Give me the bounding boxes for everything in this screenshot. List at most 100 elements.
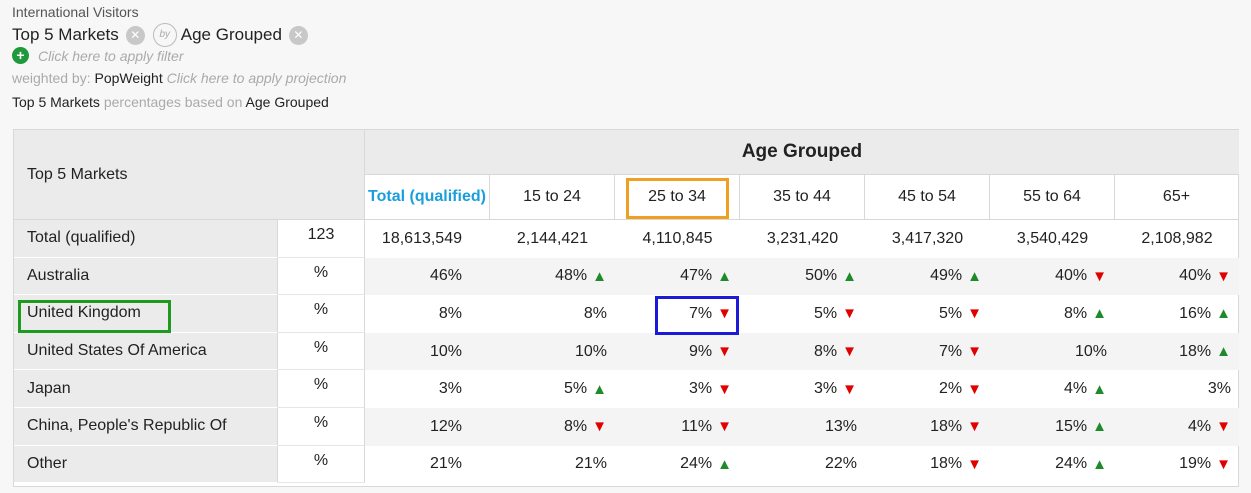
table-cell[interactable]: 19% ▼ — [1115, 446, 1239, 484]
filter-row[interactable]: + Click here to apply filter — [12, 47, 184, 64]
close-icon[interactable]: ✕ — [288, 25, 308, 45]
arrow-up-icon: ▲ — [717, 455, 732, 473]
table-cell[interactable]: 21% — [365, 446, 490, 484]
weight-value[interactable]: PopWeight — [94, 70, 163, 86]
table-cell[interactable]: 8% — [365, 295, 490, 333]
table-cell[interactable]: 40% ▼ — [990, 257, 1115, 296]
cell-value: 22% — [824, 455, 857, 473]
table-cell[interactable]: 3,417,320 — [865, 220, 990, 258]
table-cell[interactable]: 3,231,420 — [740, 220, 865, 258]
cell-value: 15% — [1055, 417, 1088, 435]
cell-value: 4% — [1064, 380, 1088, 398]
table-cell[interactable]: 47% ▲ — [615, 257, 740, 296]
table-cell[interactable]: 49% ▲ — [865, 257, 990, 296]
table-cell[interactable]: 8% ▼ — [490, 408, 615, 446]
weighting-row: weighted by: PopWeight Click here to app… — [12, 70, 346, 86]
column-header[interactable]: 35 to 44 — [740, 175, 865, 220]
cell-value: 5% — [939, 304, 963, 322]
table-cell[interactable]: 8% ▼ — [740, 332, 865, 371]
arrow-down-icon: ▼ — [1216, 455, 1231, 473]
table-cell[interactable]: 46% — [365, 257, 490, 296]
table-cell[interactable]: 50% ▲ — [740, 257, 865, 296]
filter-hint[interactable]: Click here to apply filter — [38, 47, 184, 64]
table-cell[interactable]: 7% ▼ — [865, 332, 990, 371]
arrow-up-icon: ▲ — [1092, 455, 1107, 473]
by-swap-icon[interactable]: by — [152, 23, 177, 47]
table-cell[interactable]: 3% — [1115, 370, 1239, 408]
table-cell[interactable]: 24% ▲ — [990, 446, 1115, 484]
row-label[interactable]: Australia — [14, 257, 278, 296]
row-label[interactable]: Japan — [14, 370, 278, 408]
table-cell[interactable]: 15% ▲ — [990, 408, 1115, 446]
column-header[interactable]: 55 to 64 — [990, 175, 1115, 220]
cols-variable[interactable]: Age Grouped — [180, 25, 282, 44]
table-cell[interactable]: 10% — [490, 332, 615, 371]
table-cell[interactable]: 3,540,429 — [990, 220, 1115, 258]
weight-label: weighted by: — [12, 70, 91, 86]
table-cell[interactable]: 11% ▼ — [615, 408, 740, 446]
row-unit: 123 — [278, 220, 365, 258]
table-cell[interactable]: 5% ▼ — [740, 295, 865, 333]
add-filter-icon[interactable]: + — [12, 47, 29, 64]
cell-value: 10% — [574, 342, 607, 360]
cell-value: 13% — [824, 417, 857, 435]
cell-value: 8% — [564, 417, 588, 435]
table-cell[interactable]: 4% ▲ — [990, 370, 1115, 408]
table-cell[interactable]: 10% — [990, 332, 1115, 371]
cell-value: 7% — [939, 342, 963, 360]
table-cell[interactable]: 40% ▼ — [1115, 257, 1239, 296]
arrow-up-icon: ▲ — [1216, 305, 1231, 323]
cell-value: 8% — [814, 342, 838, 360]
table-cell[interactable]: 2% ▼ — [865, 370, 990, 408]
column-group-header[interactable]: Age Grouped — [365, 130, 1239, 175]
arrow-down-icon: ▼ — [842, 343, 857, 361]
arrow-down-icon: ▼ — [967, 418, 982, 436]
row-label[interactable]: China, People's Republic Of — [14, 408, 278, 446]
table-cell[interactable]: 18% ▼ — [865, 446, 990, 484]
table-cell[interactable]: 2,144,421 — [490, 220, 615, 258]
cell-value: 8% — [1064, 304, 1088, 322]
table-cell[interactable]: 4% ▼ — [1115, 408, 1239, 446]
column-header[interactable]: 15 to 24 — [490, 175, 615, 220]
cell-value: 18% — [930, 455, 963, 473]
table-cell[interactable]: 48% ▲ — [490, 257, 615, 296]
table-cell[interactable]: 3% ▼ — [740, 370, 865, 408]
table-cell[interactable]: 16% ▲ — [1115, 295, 1239, 333]
table-cell[interactable]: 22% — [740, 446, 865, 484]
table-cell[interactable]: 2,108,982 — [1115, 220, 1239, 258]
row-label[interactable]: Other — [14, 445, 278, 484]
row-unit: % — [278, 257, 365, 296]
cell-value: 48% — [555, 267, 588, 285]
column-header-total[interactable]: Total (qualified) — [365, 175, 490, 220]
table-cell[interactable]: 9% ▼ — [615, 332, 740, 371]
table-cell[interactable]: 5% ▼ — [865, 295, 990, 333]
table-cell[interactable]: 18% ▼ — [865, 408, 990, 446]
table-cell[interactable]: 7% ▼ — [615, 295, 740, 333]
projection-hint[interactable]: Click here to apply projection — [166, 70, 347, 86]
table-cell[interactable]: 8% ▲ — [990, 295, 1115, 333]
table-cell[interactable]: 3% ▼ — [615, 370, 740, 408]
table-cell[interactable]: 24% ▲ — [615, 446, 740, 484]
column-header[interactable]: 25 to 34 — [615, 175, 740, 220]
table-cell[interactable]: 12% — [365, 408, 490, 446]
rows-variable[interactable]: Top 5 Markets — [12, 25, 119, 44]
column-header[interactable]: 45 to 54 — [865, 175, 990, 220]
row-label[interactable]: United Kingdom — [14, 295, 278, 333]
table-cell[interactable]: 5% ▲ — [490, 370, 615, 408]
row-label[interactable]: Total (qualified) — [14, 220, 278, 258]
table-cell[interactable]: 3% — [365, 370, 490, 408]
arrow-up-icon: ▲ — [1216, 343, 1231, 361]
table-cell[interactable]: 21% — [490, 446, 615, 484]
row-label[interactable]: United States Of America — [14, 332, 278, 371]
table-cell[interactable]: 10% — [365, 332, 490, 371]
percentage-cols: Age Grouped — [245, 94, 329, 110]
table-cell[interactable]: 8% — [490, 295, 615, 333]
arrow-down-icon: ▼ — [842, 305, 857, 323]
close-icon[interactable]: ✕ — [125, 25, 145, 45]
cell-value: 18% — [1179, 342, 1212, 360]
table-cell[interactable]: 18,613,549 — [365, 220, 490, 258]
table-cell[interactable]: 4,110,845 — [615, 220, 740, 258]
table-cell[interactable]: 18% ▲ — [1115, 332, 1239, 371]
table-cell[interactable]: 13% — [740, 408, 865, 446]
column-header[interactable]: 65+ — [1115, 175, 1239, 220]
